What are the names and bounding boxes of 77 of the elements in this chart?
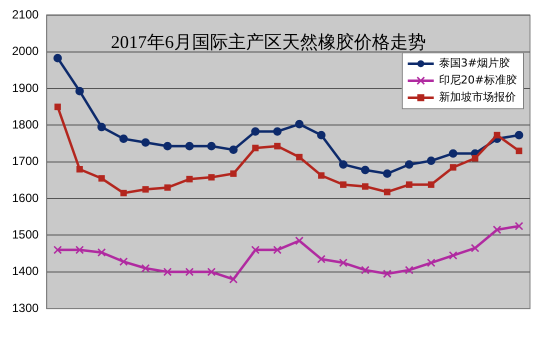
point xyxy=(317,254,326,264)
point xyxy=(163,142,172,150)
point xyxy=(404,266,414,274)
point xyxy=(448,149,458,158)
point xyxy=(406,181,412,188)
point xyxy=(76,166,83,172)
point xyxy=(494,132,500,138)
legend-label: 印尼20#标准胶 xyxy=(438,74,518,87)
point xyxy=(295,120,304,128)
point xyxy=(273,127,282,136)
point xyxy=(317,130,326,140)
point xyxy=(53,246,62,254)
legend-label: 新加坡市场报价 xyxy=(438,90,516,104)
legend-label: 泰国3#烟片胶 xyxy=(438,56,510,70)
point xyxy=(251,246,260,254)
point xyxy=(185,142,194,150)
point xyxy=(54,104,61,110)
point xyxy=(382,269,392,278)
text: 2017年6月国际主产区天然橡胶价格走势 xyxy=(110,32,426,52)
y-tick-label: 1400 xyxy=(12,264,40,278)
point xyxy=(426,156,436,166)
point xyxy=(75,246,84,254)
point xyxy=(230,170,237,177)
point xyxy=(273,246,282,254)
point xyxy=(516,148,522,154)
point xyxy=(75,86,84,96)
point xyxy=(360,166,370,174)
point xyxy=(185,268,194,276)
point xyxy=(404,160,414,169)
point xyxy=(119,134,128,144)
y-tick-label: 1300 xyxy=(12,300,40,315)
point xyxy=(164,184,171,191)
point xyxy=(472,155,478,162)
point xyxy=(229,146,238,154)
y-tick-label: 2100 xyxy=(12,8,40,22)
point xyxy=(426,258,436,268)
point xyxy=(163,268,172,276)
point xyxy=(340,181,346,188)
point xyxy=(428,181,434,188)
point xyxy=(274,142,281,150)
point xyxy=(251,127,260,136)
point xyxy=(208,174,215,181)
y-tick-label: 2000 xyxy=(12,44,40,58)
point xyxy=(514,222,524,230)
point xyxy=(470,244,480,252)
point xyxy=(207,268,216,276)
point xyxy=(229,274,238,284)
point xyxy=(296,154,303,160)
y-tick-label: 1900 xyxy=(12,80,40,95)
point xyxy=(362,183,368,190)
point xyxy=(514,130,524,140)
point xyxy=(207,142,216,150)
point xyxy=(384,188,390,196)
point xyxy=(97,122,106,132)
point xyxy=(339,160,348,169)
point xyxy=(142,186,149,193)
point xyxy=(98,175,105,182)
y-tick-label: 1800 xyxy=(12,118,40,132)
point xyxy=(382,169,392,178)
point xyxy=(120,190,127,196)
point xyxy=(338,258,348,268)
point xyxy=(119,257,128,266)
point xyxy=(295,236,304,246)
y-tick-label: 1500 xyxy=(12,228,40,242)
point xyxy=(186,176,193,182)
y-tick-label: 1600 xyxy=(12,190,40,205)
point xyxy=(53,54,62,62)
y-tick-label: 1700 xyxy=(12,154,40,168)
point xyxy=(252,144,259,152)
point xyxy=(141,264,150,273)
point xyxy=(141,138,150,147)
point xyxy=(97,248,106,257)
point xyxy=(360,266,370,274)
point xyxy=(318,172,325,179)
point xyxy=(448,251,458,260)
point xyxy=(450,164,456,171)
point xyxy=(492,225,502,234)
